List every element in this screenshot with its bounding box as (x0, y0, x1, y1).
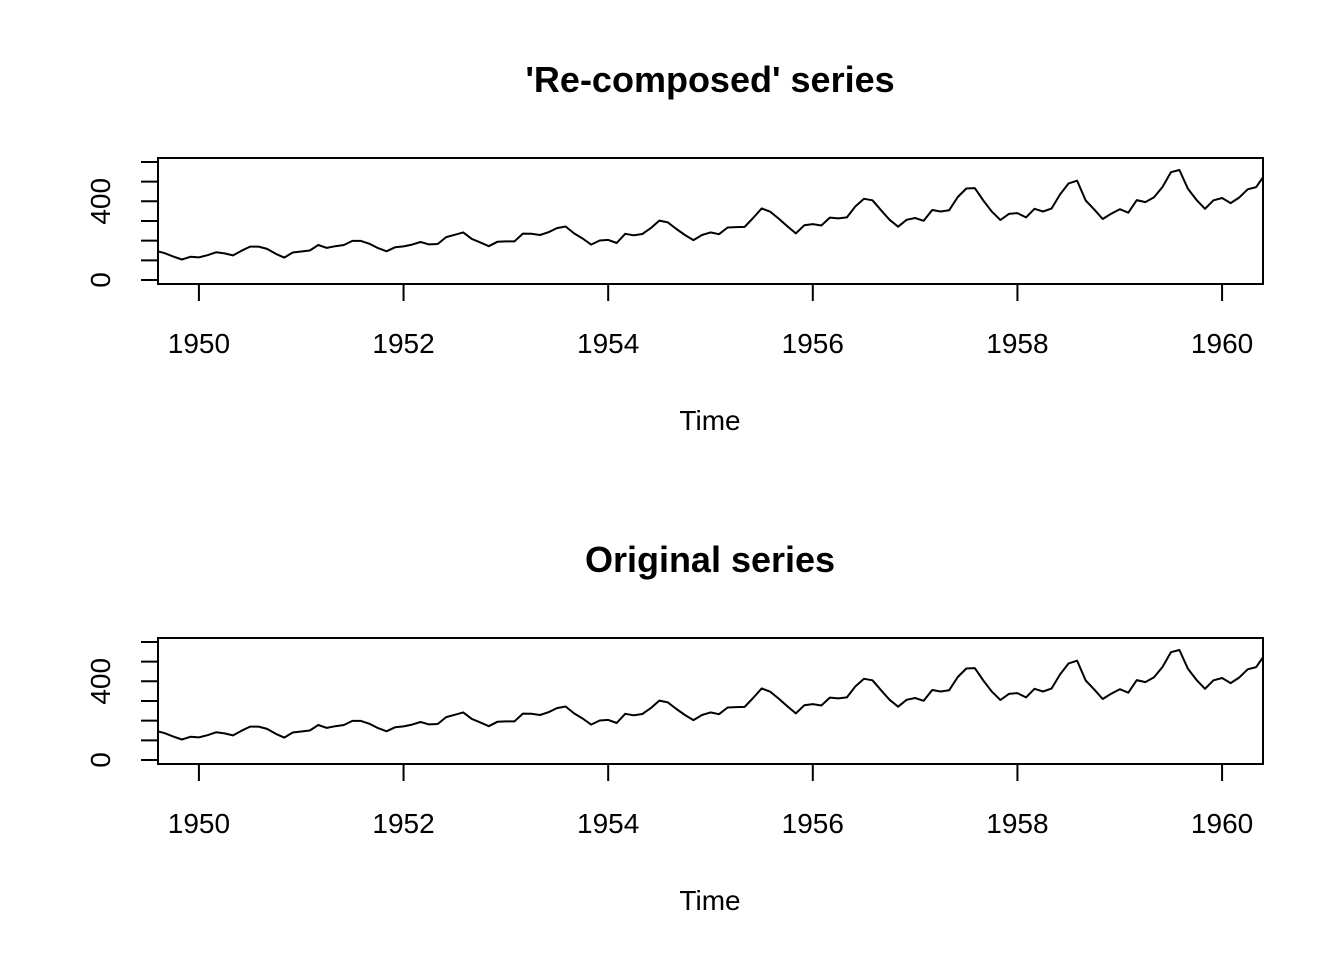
panel-recomposed-series: 'Re-composed' series 1950 1952 1954 1956 195… (85, 59, 1264, 436)
x-tick-label: 1954 (577, 808, 639, 839)
x-tick-label: 1952 (372, 808, 434, 839)
y-tick-label: 0 (85, 272, 116, 288)
x-tick-label: 1958 (986, 328, 1048, 359)
x-axis-label: Time (679, 885, 740, 916)
series-line (158, 169, 1263, 261)
y-tick-label: 400 (85, 178, 116, 225)
panel-original-series: Original series 1950 1952 1954 1956 1958 1960… (85, 539, 1264, 916)
plot-frame (157, 157, 1264, 285)
x-axis: 1950 1952 1954 1956 1958 1960 (168, 284, 1253, 359)
x-tick-label: 1960 (1191, 808, 1253, 839)
x-tick-label: 1960 (1191, 328, 1253, 359)
x-tick-label: 1958 (986, 808, 1048, 839)
x-tick-label: 1950 (168, 328, 230, 359)
x-tick-label: 1952 (372, 328, 434, 359)
plot-frame (157, 637, 1264, 765)
y-tick-label: 400 (85, 658, 116, 705)
y-axis: 0 400 (85, 640, 158, 768)
x-tick-label: 1950 (168, 808, 230, 839)
x-axis: 1950 1952 1954 1956 1958 1960 (168, 764, 1253, 839)
x-axis-label: Time (679, 405, 740, 436)
panel-title: Original series (585, 539, 835, 580)
series-line (158, 649, 1263, 741)
x-tick-label: 1956 (782, 808, 844, 839)
y-axis: 0 400 (85, 160, 158, 288)
x-tick-label: 1956 (782, 328, 844, 359)
panel-title: 'Re-composed' series (525, 59, 894, 100)
x-tick-label: 1954 (577, 328, 639, 359)
y-tick-label: 0 (85, 752, 116, 768)
